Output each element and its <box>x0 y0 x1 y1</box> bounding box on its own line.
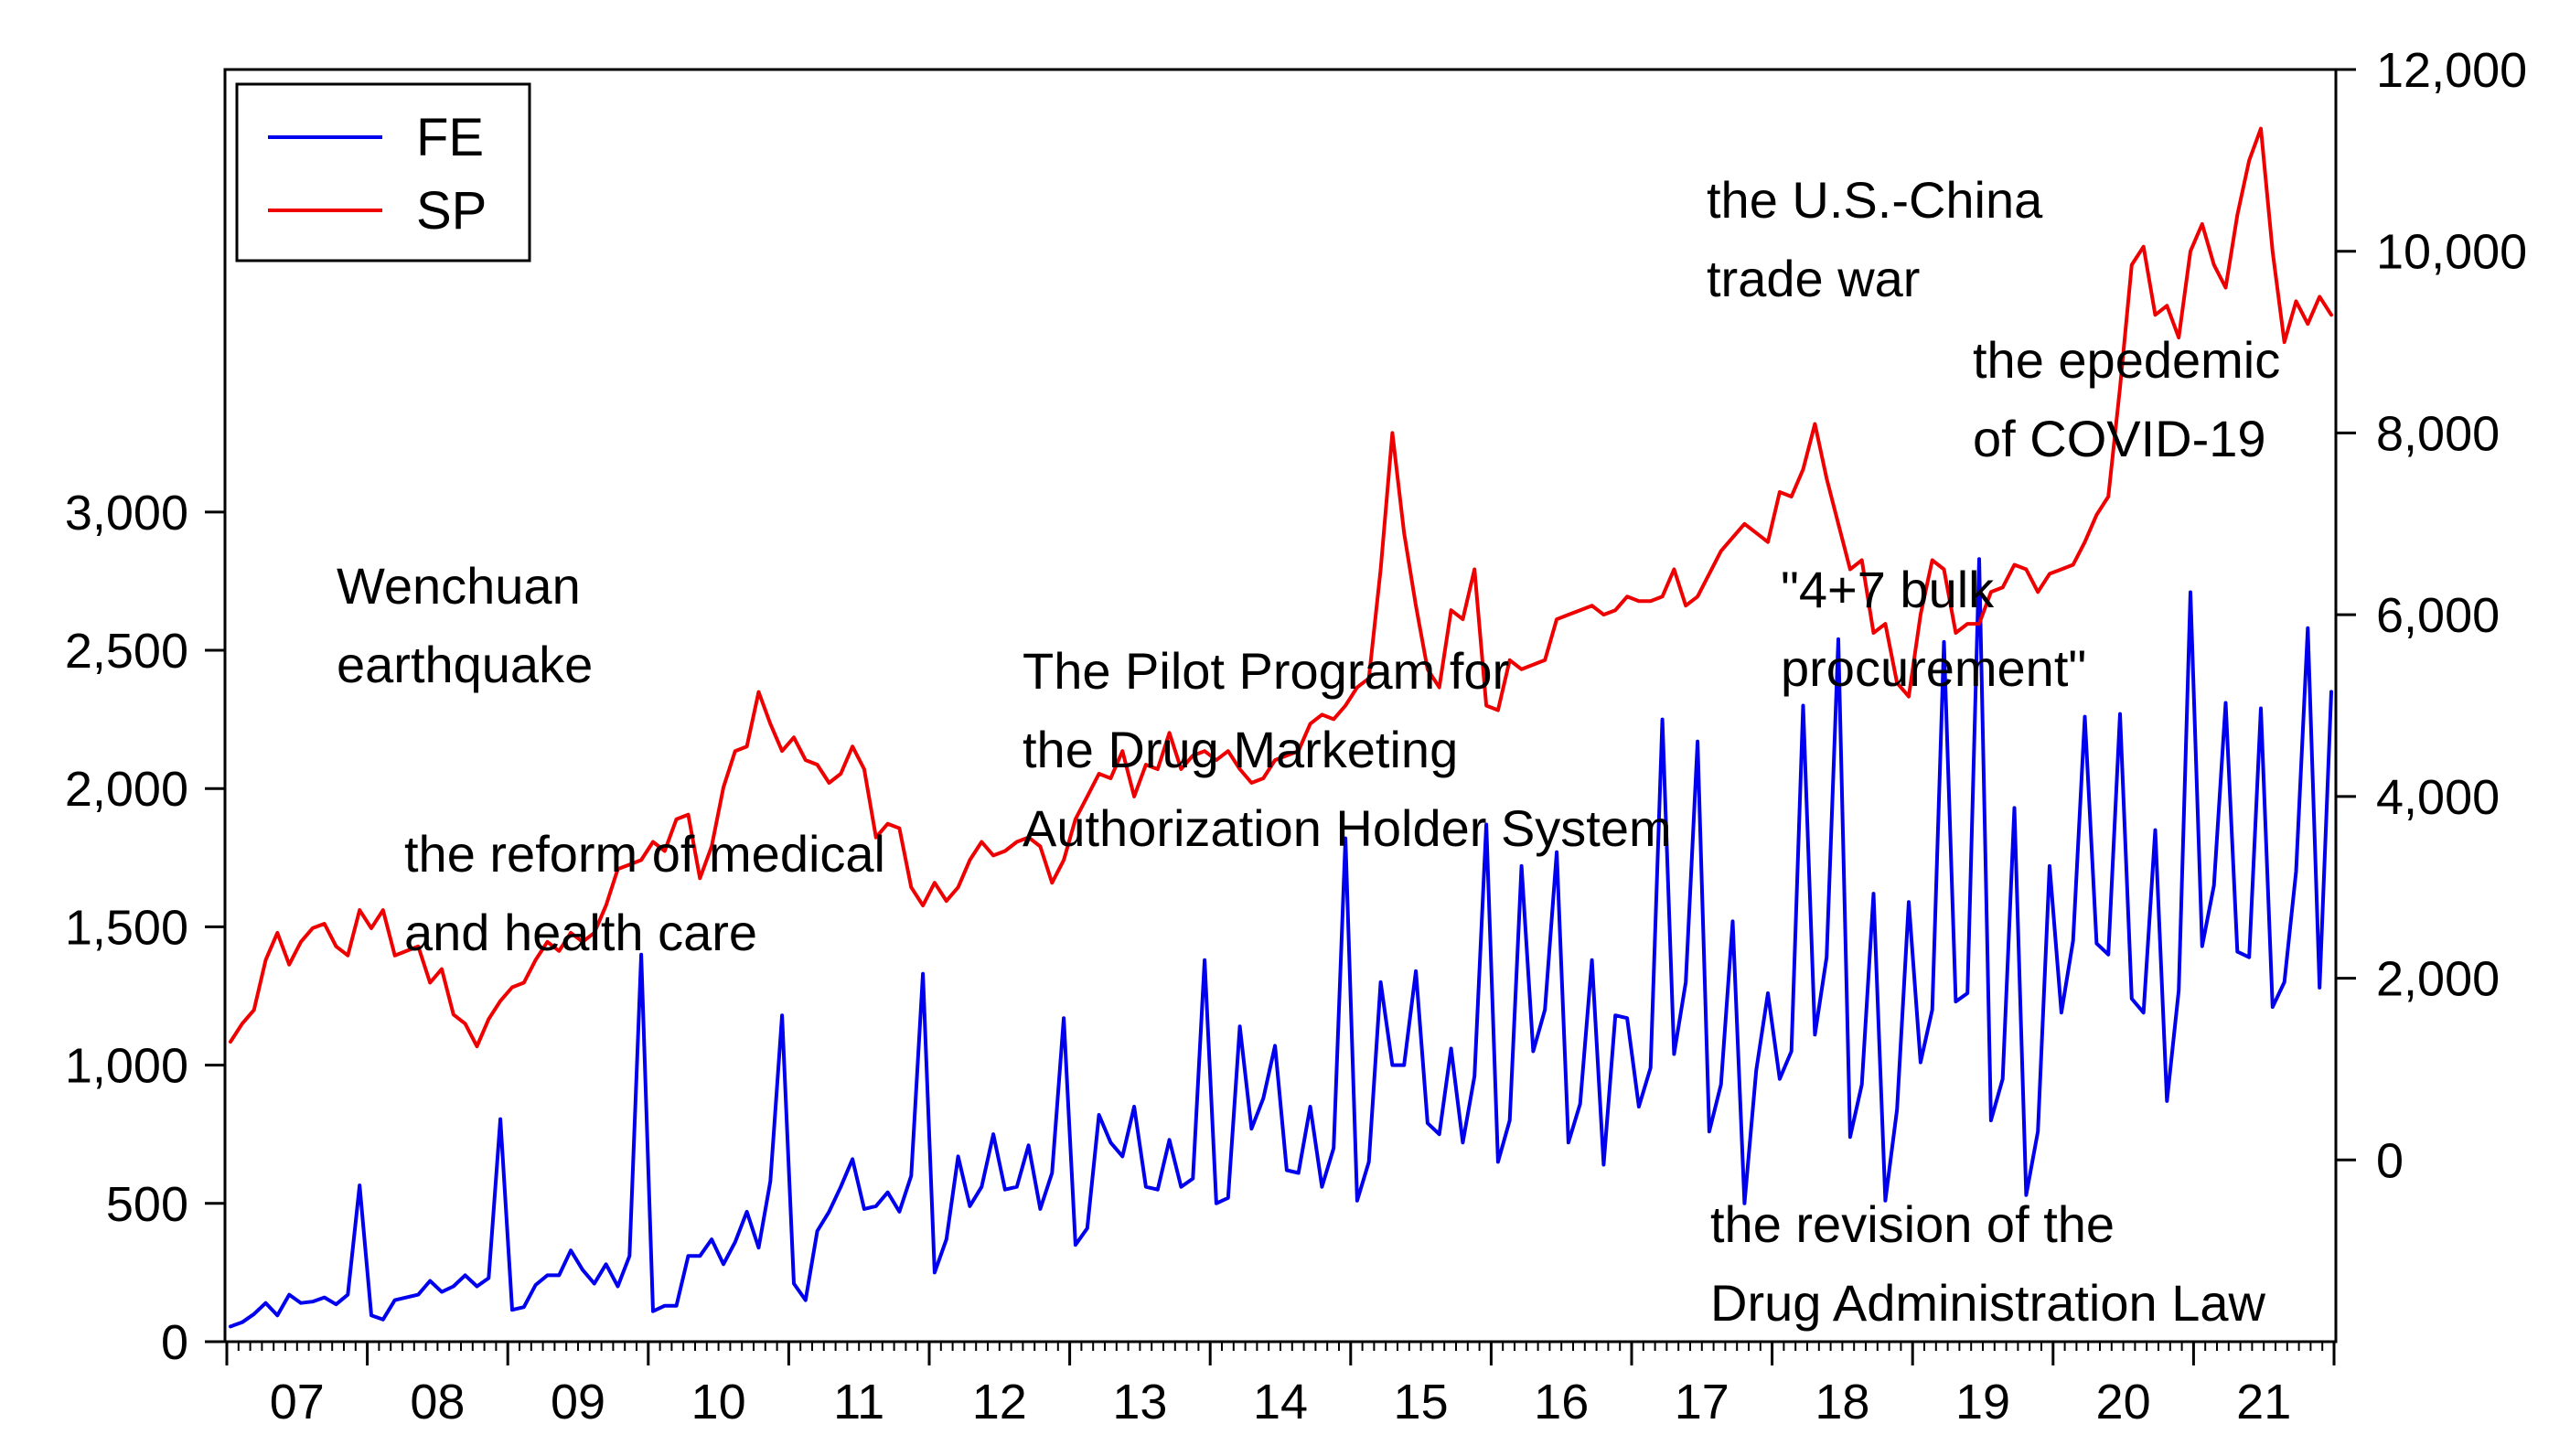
x-tick-label: 11 <box>833 1375 884 1429</box>
series-line-fe <box>229 557 2333 1329</box>
x-tick-label: 07 <box>270 1375 325 1429</box>
annotation-text: The Pilot Program for <box>1023 642 1509 700</box>
annotation-text: of COVID-19 <box>1973 410 2266 467</box>
x-tick-label: 18 <box>1815 1375 1869 1429</box>
x-tick-label: 19 <box>1955 1375 2010 1429</box>
left-tick-label: 500 <box>106 1177 188 1232</box>
annotation-text: the reform of medical <box>404 825 885 883</box>
x-tick-label: 09 <box>551 1375 605 1429</box>
annotation-text: Authorization Holder System <box>1023 799 1672 857</box>
left-tick-label: 1,500 <box>65 900 188 955</box>
left-tick-label: 2,000 <box>65 762 188 817</box>
left-tick-label: 0 <box>161 1315 188 1370</box>
annotation-text: the epedemic <box>1973 331 2280 389</box>
x-tick-label: 10 <box>691 1375 746 1429</box>
x-tick-label: 15 <box>1394 1375 1449 1429</box>
legend-label-sp: SP <box>416 181 487 241</box>
annotation-text: trade war <box>1707 250 1920 307</box>
annotation-text: the revision of the <box>1710 1195 2115 1253</box>
right-tick-label: 4,000 <box>2376 770 2500 825</box>
right-tick-label: 12,000 <box>2376 43 2527 98</box>
x-tick-label: 16 <box>1534 1375 1589 1429</box>
annotation-text: Drug Administration Law <box>1710 1274 2266 1332</box>
left-tick-label: 1,000 <box>65 1039 188 1094</box>
legend: FE SP <box>235 82 531 262</box>
right-tick-label: 0 <box>2376 1133 2404 1188</box>
right-tick-label: 2,000 <box>2376 952 2500 1007</box>
x-tick-label: 20 <box>2096 1375 2151 1429</box>
legend-box <box>235 82 531 262</box>
x-tick-label: 12 <box>972 1375 1027 1429</box>
right-tick-label: 6,000 <box>2376 588 2500 643</box>
annotations: Wenchuan earthquake the reform of medical a… <box>337 171 2280 1332</box>
left-y-axis: 0 500 1,000 1,500 2,000 2,500 3,000 <box>65 486 225 1370</box>
right-tick-label: 8,000 <box>2376 406 2500 461</box>
annotation-text: earthquake <box>337 636 593 693</box>
x-tick-label: 14 <box>1253 1375 1308 1429</box>
annotation-text: Wenchuan <box>337 557 581 615</box>
left-tick-label: 3,000 <box>65 486 188 541</box>
left-tick-label: 2,500 <box>65 624 188 679</box>
annotation-text: "4+7 bulk <box>1781 561 1995 618</box>
series-line-sp <box>229 126 2333 1049</box>
x-tick-label: 17 <box>1675 1375 1729 1429</box>
right-y-axis: 0 2,000 4,000 6,000 8,000 10,000 12,000 <box>2336 43 2527 1188</box>
annotation-text: the U.S.-China <box>1707 171 2043 229</box>
series-layer <box>229 126 2333 1329</box>
annotation-text: and health care <box>404 904 757 961</box>
x-tick-label: 08 <box>410 1375 465 1429</box>
x-tick-label: 13 <box>1112 1375 1167 1429</box>
x-axis: 07 08 09 10 11 12 13 14 15 16 17 18 19 20 21 <box>225 1342 2336 1429</box>
annotation-text: the Drug Marketing <box>1023 721 1458 778</box>
right-tick-label: 10,000 <box>2376 225 2527 280</box>
annotation-text: procurement" <box>1781 639 2086 697</box>
x-tick-label: 21 <box>2236 1375 2291 1429</box>
legend-label-fe: FE <box>416 108 484 167</box>
plot-frame <box>223 68 2338 1344</box>
